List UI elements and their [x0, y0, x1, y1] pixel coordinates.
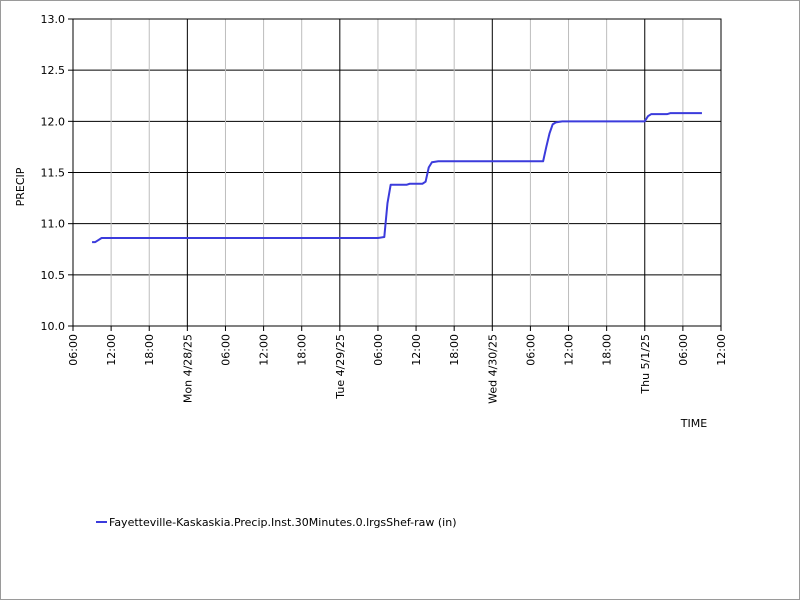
y-tick-label: 11.0	[41, 218, 66, 231]
y-tick-label: 10.5	[41, 269, 66, 282]
x-tick-label: 12:00	[258, 334, 271, 366]
legend-label: Fayetteville-Kaskaskia.Precip.Inst.30Min…	[109, 516, 457, 529]
x-tick-label: 18:00	[448, 334, 461, 366]
y-tick-label: 11.5	[41, 167, 66, 180]
x-tick-label: 06:00	[372, 334, 385, 366]
legend: Fayetteville-Kaskaskia.Precip.Inst.30Min…	[96, 516, 457, 529]
grid-lines	[72, 18, 722, 327]
x-tick-label: 18:00	[143, 334, 156, 366]
x-tick-label: 18:00	[601, 334, 614, 366]
x-tick-label: 06:00	[677, 334, 690, 366]
x-tick-label: 12:00	[410, 334, 423, 366]
y-tick-label: 12.0	[41, 115, 66, 128]
x-tick-label: 12:00	[715, 334, 728, 366]
x-tick-label: 12:00	[105, 334, 118, 366]
x-tick-label: Tue 4/29/25	[334, 334, 347, 400]
y-tick-label: 12.5	[41, 64, 66, 77]
y-tick-label: 13.0	[41, 13, 66, 26]
x-tick-label: Thu 5/1/25	[639, 334, 652, 395]
series-lines	[92, 112, 702, 244]
x-axis-ticks: 06:00 12:00 18:00 Mon 4/28/25 06:00 12:00 18:0…	[67, 326, 728, 404]
series-line	[92, 112, 702, 244]
x-axis-label: TIME	[680, 417, 707, 430]
x-tick-label: 18:00	[296, 334, 309, 366]
x-tick-label: 06:00	[219, 334, 232, 366]
x-tick-label: 06:00	[67, 334, 80, 366]
x-tick-label: 06:00	[524, 334, 537, 366]
y-axis-label: PRECIP	[14, 167, 27, 206]
x-tick-label: Mon 4/28/25	[181, 334, 194, 403]
y-axis-ticks: 10.0 10.5 11.0 11.5 12.0 12.5 13.0	[41, 13, 73, 333]
x-tick-label: 12:00	[563, 334, 576, 366]
x-tick-label: Wed 4/30/25	[486, 334, 499, 404]
y-tick-label: 10.0	[41, 320, 66, 333]
